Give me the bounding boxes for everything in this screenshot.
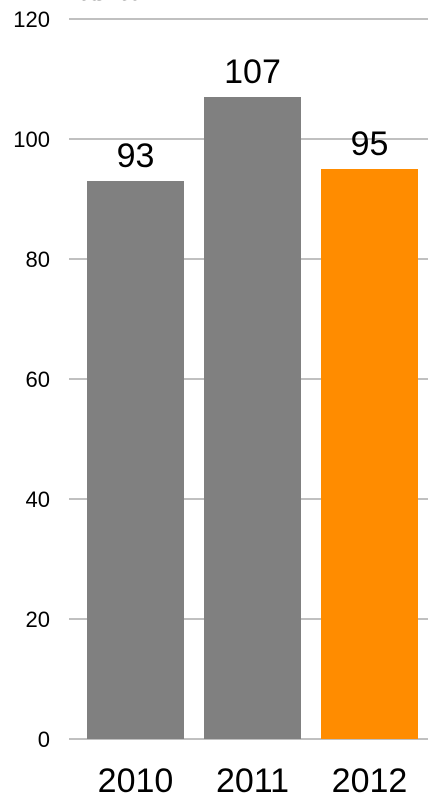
data-label-2012: 95 xyxy=(351,125,389,163)
x-tick-label-2012: 2012 xyxy=(332,762,408,799)
y-tick-label: 40 xyxy=(26,487,50,512)
y-tick-label: 80 xyxy=(26,247,50,272)
bars xyxy=(87,97,418,739)
bar-2011 xyxy=(204,97,301,739)
y-tick-label: 0 xyxy=(38,727,50,752)
y-axis: 0 20 40 60 80 100 120 xyxy=(13,7,77,752)
bar-2010 xyxy=(87,181,184,739)
data-label-2010: 93 xyxy=(117,137,155,175)
y-tick-label: 20 xyxy=(26,607,50,632)
data-label-2011: 107 xyxy=(224,53,281,91)
chart-title: Талант xyxy=(58,0,175,9)
x-tick-label-2010: 2010 xyxy=(98,762,174,799)
x-axis: 2010 2011 2012 xyxy=(98,762,408,799)
x-tick-label-2011: 2011 xyxy=(216,762,289,799)
y-tick-label: 60 xyxy=(26,367,50,392)
y-tick-label: 100 xyxy=(13,127,50,152)
bar-2012 xyxy=(321,169,418,739)
y-tick-label: 120 xyxy=(13,7,50,32)
data-labels: 93 107 95 xyxy=(117,53,389,175)
